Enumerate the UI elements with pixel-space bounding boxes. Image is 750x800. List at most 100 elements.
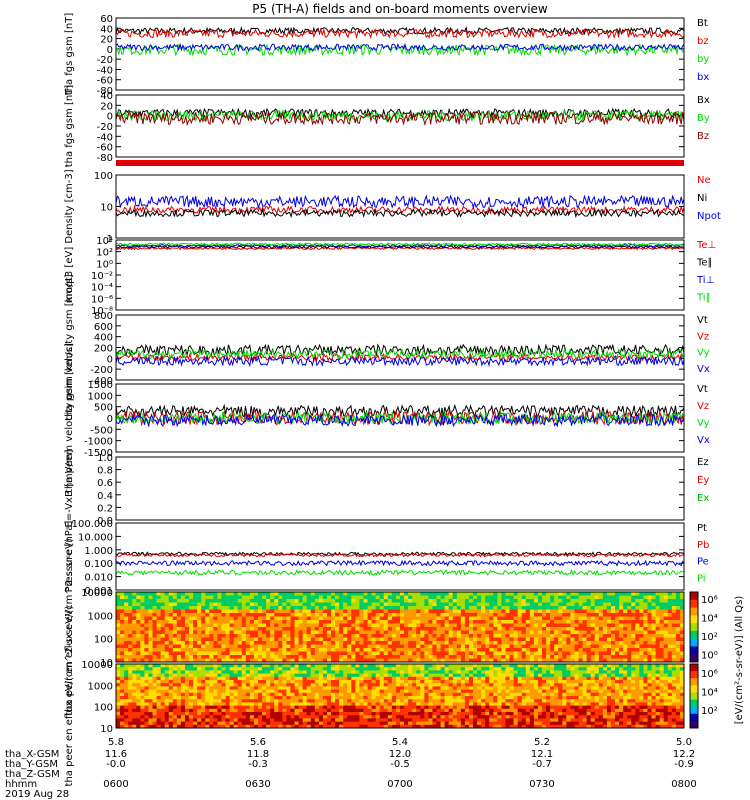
- heatmap-cell: [379, 724, 385, 729]
- heatmap-cell: [245, 680, 251, 684]
- heatmap-cell: [136, 599, 141, 603]
- heatmap-cell: [578, 595, 584, 600]
- heatmap-cell: [460, 705, 466, 710]
- heatmap-cell: [501, 651, 506, 656]
- heatmap-cell: [253, 606, 259, 610]
- heatmap-cell: [347, 630, 352, 635]
- heatmap-cell: [440, 699, 446, 703]
- heatmap-cell: [582, 623, 588, 628]
- heatmap-cell: [440, 708, 446, 713]
- ytick-label: 10²: [96, 248, 113, 259]
- heatmap-cell: [586, 648, 592, 652]
- heatmap-cell: [517, 644, 523, 649]
- heatmap-cell: [367, 680, 373, 684]
- heatmap-cell: [468, 616, 474, 621]
- heatmap-cell: [237, 712, 243, 716]
- heatmap-cell: [363, 692, 369, 697]
- heatmap-cell: [578, 609, 584, 614]
- heatmap-cell: [343, 664, 348, 668]
- heatmap-cell: [156, 718, 162, 723]
- heatmap-cell: [473, 651, 478, 656]
- heatmap-cell: [635, 648, 640, 652]
- heatmap-cell: [160, 623, 166, 628]
- heatmap-cell: [647, 655, 653, 659]
- heatmap-cell: [598, 592, 604, 596]
- heatmap-cell: [229, 702, 235, 707]
- heatmap-cell: [318, 623, 324, 628]
- heatmap-cell: [124, 718, 129, 723]
- heatmap-cell: [298, 655, 304, 659]
- heatmap-cell: [298, 616, 304, 621]
- heatmap-cell: [623, 641, 628, 645]
- heatmap-cell: [331, 689, 336, 694]
- heatmap-cell: [294, 620, 300, 624]
- heatmap-cell: [339, 673, 344, 678]
- panel-7: Pressure [nPa]100.00010.0001.0000.1000.0…: [64, 519, 709, 597]
- heatmap-cell: [355, 651, 360, 656]
- heatmap-cell: [436, 627, 442, 631]
- heatmap-cell: [574, 609, 580, 614]
- heatmap-cell: [493, 724, 498, 729]
- heatmap-cell: [558, 609, 563, 614]
- heatmap-cell: [505, 592, 511, 596]
- heatmap-cell: [156, 655, 162, 659]
- heatmap-cell: [136, 630, 141, 635]
- heatmap-cell: [623, 623, 628, 628]
- heatmap-cell: [322, 630, 328, 635]
- heatmap-cell: [262, 644, 267, 649]
- heatmap-cell: [184, 712, 190, 716]
- heatmap-cell: [428, 699, 433, 703]
- heatmap-cell: [375, 634, 381, 638]
- heatmap-cell: [675, 620, 681, 624]
- heatmap-cell: [132, 664, 137, 668]
- heatmap-cell: [326, 705, 332, 710]
- heatmap-cell: [537, 641, 543, 645]
- heatmap-cell: [521, 599, 527, 603]
- heatmap-cell: [116, 702, 121, 707]
- heatmap-cell: [322, 644, 328, 649]
- heatmap-cell: [558, 595, 563, 600]
- heatmap-cell: [290, 699, 296, 703]
- heatmap-cell: [189, 673, 194, 678]
- heatmap-cell: [485, 673, 490, 678]
- heatmap-cell: [258, 634, 263, 638]
- heatmap-cell: [667, 648, 673, 652]
- heatmap-cell: [156, 648, 162, 652]
- heatmap-cell: [436, 689, 442, 694]
- heatmap-cell: [505, 667, 511, 671]
- heatmap-cell: [233, 676, 239, 681]
- heatmap-cell: [610, 648, 616, 652]
- heatmap-cell: [229, 592, 235, 596]
- heatmap-cell: [241, 689, 247, 694]
- heatmap-cell: [331, 715, 336, 719]
- heatmap-cell: [180, 655, 186, 659]
- ytick-label: 100: [94, 171, 113, 182]
- heatmap-cell: [566, 623, 571, 628]
- heatmap-cell: [144, 606, 149, 610]
- heatmap-cell: [554, 644, 559, 649]
- heatmap-cell: [395, 676, 401, 681]
- heatmap-cell: [156, 686, 162, 691]
- heatmap-cell: [116, 686, 121, 691]
- heatmap-cell: [172, 592, 178, 596]
- heatmap-cell: [639, 620, 644, 624]
- heatmap-cell: [371, 637, 377, 642]
- heatmap-cell: [322, 620, 328, 624]
- heatmap-cell: [201, 708, 206, 713]
- heatmap-cell: [400, 609, 405, 614]
- heatmap-cell: [355, 689, 360, 694]
- heatmap-cell: [671, 655, 677, 659]
- heatmap-cell: [659, 606, 665, 610]
- heatmap-cell: [176, 595, 182, 600]
- heatmap-cell: [663, 592, 669, 596]
- panels: tha fgs gsm [nT] 6040200-20-40-60-80Btbzb…: [64, 13, 721, 787]
- heatmap-cell: [464, 620, 470, 624]
- heatmap-cell: [168, 602, 174, 607]
- heatmap-cell: [128, 689, 133, 694]
- heatmap-cell: [468, 705, 474, 710]
- heatmap-cell: [489, 599, 494, 603]
- heatmap-cell: [379, 664, 385, 668]
- heatmap-cell: [432, 702, 438, 707]
- heatmap-cell: [477, 595, 482, 600]
- heatmap-cell: [176, 648, 182, 652]
